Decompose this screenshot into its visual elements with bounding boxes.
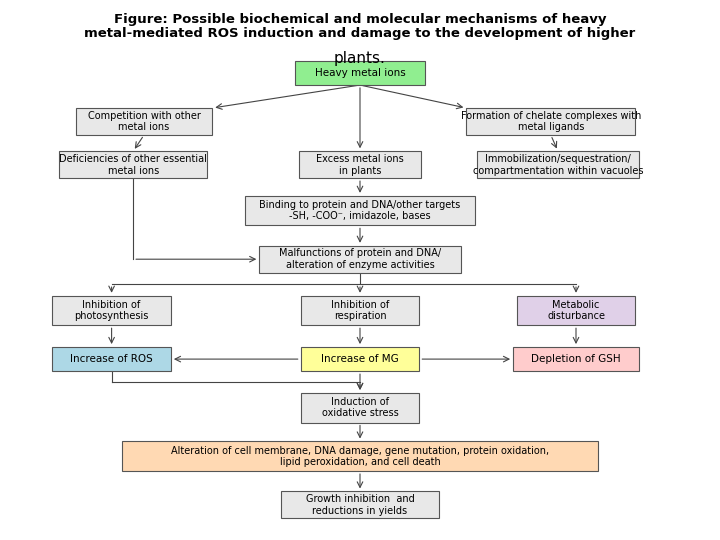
- Text: Binding to protein and DNA/other targets
-SH, -COO⁻, imidazole, bases: Binding to protein and DNA/other targets…: [259, 200, 461, 221]
- Text: Inhibition of
respiration: Inhibition of respiration: [331, 300, 389, 321]
- FancyBboxPatch shape: [299, 151, 421, 178]
- Text: Formation of chelate complexes with
metal ligands: Formation of chelate complexes with meta…: [461, 111, 641, 132]
- FancyBboxPatch shape: [513, 347, 639, 372]
- Text: Competition with other
metal ions: Competition with other metal ions: [88, 111, 200, 132]
- FancyBboxPatch shape: [467, 108, 635, 135]
- FancyBboxPatch shape: [245, 195, 475, 226]
- Text: Alteration of cell membrane, DNA damage, gene mutation, protein oxidation,
lipid: Alteration of cell membrane, DNA damage,…: [171, 446, 549, 467]
- Text: Increase of MG: Increase of MG: [321, 354, 399, 364]
- FancyBboxPatch shape: [52, 347, 171, 372]
- Text: Metabolic
disturbance: Metabolic disturbance: [547, 300, 605, 321]
- FancyBboxPatch shape: [295, 60, 425, 85]
- Text: metal-mediated ROS induction and damage to the development of higher: metal-mediated ROS induction and damage …: [84, 27, 636, 40]
- Text: Depletion of GSH: Depletion of GSH: [531, 354, 621, 364]
- FancyBboxPatch shape: [122, 442, 598, 471]
- Text: Malfunctions of protein and DNA/
alteration of enzyme activities: Malfunctions of protein and DNA/ alterat…: [279, 248, 441, 270]
- Text: Deficiencies of other essential
metal ions: Deficiencies of other essential metal io…: [59, 154, 207, 176]
- Text: Increase of ROS: Increase of ROS: [71, 354, 153, 364]
- FancyBboxPatch shape: [301, 296, 419, 325]
- FancyBboxPatch shape: [60, 151, 207, 178]
- Text: plants.: plants.: [334, 51, 386, 66]
- Text: Immobilization/sequestration/
compartmentation within vacuoles: Immobilization/sequestration/ compartmen…: [473, 154, 643, 176]
- Text: Inhibition of
photosynthesis: Inhibition of photosynthesis: [74, 300, 149, 321]
- FancyBboxPatch shape: [477, 151, 639, 178]
- Text: Growth inhibition  and
reductions in yields: Growth inhibition and reductions in yiel…: [305, 494, 415, 516]
- FancyBboxPatch shape: [301, 393, 419, 422]
- Text: Excess metal ions
in plants: Excess metal ions in plants: [316, 154, 404, 176]
- Text: Induction of
oxidative stress: Induction of oxidative stress: [322, 397, 398, 418]
- FancyBboxPatch shape: [259, 246, 461, 273]
- FancyBboxPatch shape: [52, 296, 171, 325]
- FancyBboxPatch shape: [76, 108, 212, 135]
- FancyBboxPatch shape: [517, 296, 636, 325]
- FancyBboxPatch shape: [281, 491, 439, 518]
- Text: Figure: Possible biochemical and molecular mechanisms of heavy: Figure: Possible biochemical and molecul…: [114, 14, 606, 26]
- Text: Heavy metal ions: Heavy metal ions: [315, 68, 405, 78]
- FancyBboxPatch shape: [301, 347, 419, 372]
